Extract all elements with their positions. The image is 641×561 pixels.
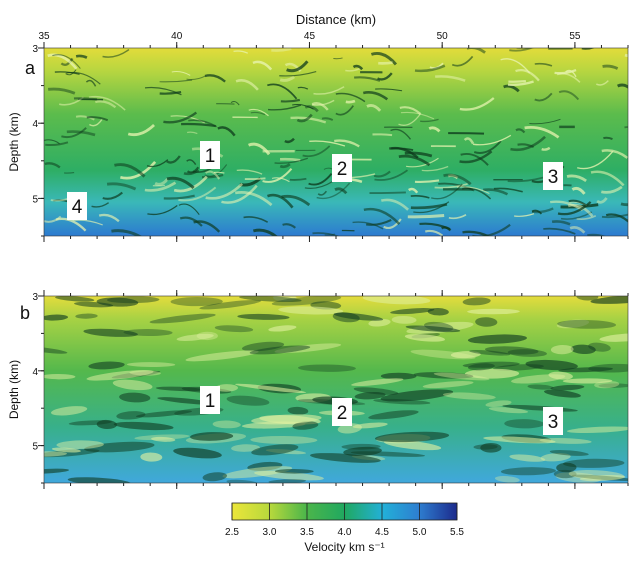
- colorbar-label: Velocity km s⁻¹: [304, 540, 384, 554]
- reflector: [372, 134, 392, 135]
- annotation: 1: [205, 391, 216, 412]
- colorbar-tick-label: 5.0: [413, 527, 427, 538]
- reflector: [408, 215, 444, 216]
- x-tick-label: 45: [304, 31, 316, 42]
- panel-label: b: [20, 303, 30, 323]
- y-tick-label: 3: [32, 44, 38, 55]
- y-tick-label: 4: [32, 119, 38, 130]
- reflector: [245, 178, 266, 179]
- colorbar-tick-label: 4.5: [375, 527, 389, 538]
- colorbar-tick-label: 2.5: [225, 527, 239, 538]
- annotation: 1: [205, 146, 216, 167]
- reflector: [64, 173, 74, 174]
- annotation: 2: [337, 159, 348, 180]
- annotation: 4: [72, 197, 83, 218]
- colorbar-tick-label: 3.5: [300, 527, 314, 538]
- x-tick-label: 50: [437, 31, 449, 42]
- y-axis-label: Depth (km): [7, 360, 21, 419]
- annotation: 2: [337, 403, 348, 424]
- y-tick-label: 5: [32, 442, 38, 453]
- reflector: [508, 81, 526, 82]
- colorbar-tick-label: 5.5: [450, 527, 464, 538]
- y-tick-label: 3: [32, 292, 38, 303]
- y-tick-label: 5: [32, 194, 38, 205]
- colorbar-tick-label: 3.0: [263, 527, 277, 538]
- x-tick-label: 40: [171, 31, 183, 42]
- reflector: [378, 63, 392, 64]
- y-axis-label: Depth (km): [7, 112, 21, 171]
- y-tick-label: 4: [32, 367, 38, 378]
- x-tick-label: 35: [38, 31, 50, 42]
- reflector: [280, 159, 300, 160]
- panel-label: a: [25, 58, 36, 78]
- reflector: [346, 101, 355, 102]
- x-axis-label: Distance (km): [296, 12, 376, 27]
- annotation: 3: [548, 167, 559, 188]
- annotation: 3: [548, 412, 559, 433]
- reflector: [74, 98, 97, 99]
- reflector: [370, 192, 406, 193]
- x-tick-label: 55: [569, 31, 581, 42]
- colorbar-tick-label: 4.0: [338, 527, 352, 538]
